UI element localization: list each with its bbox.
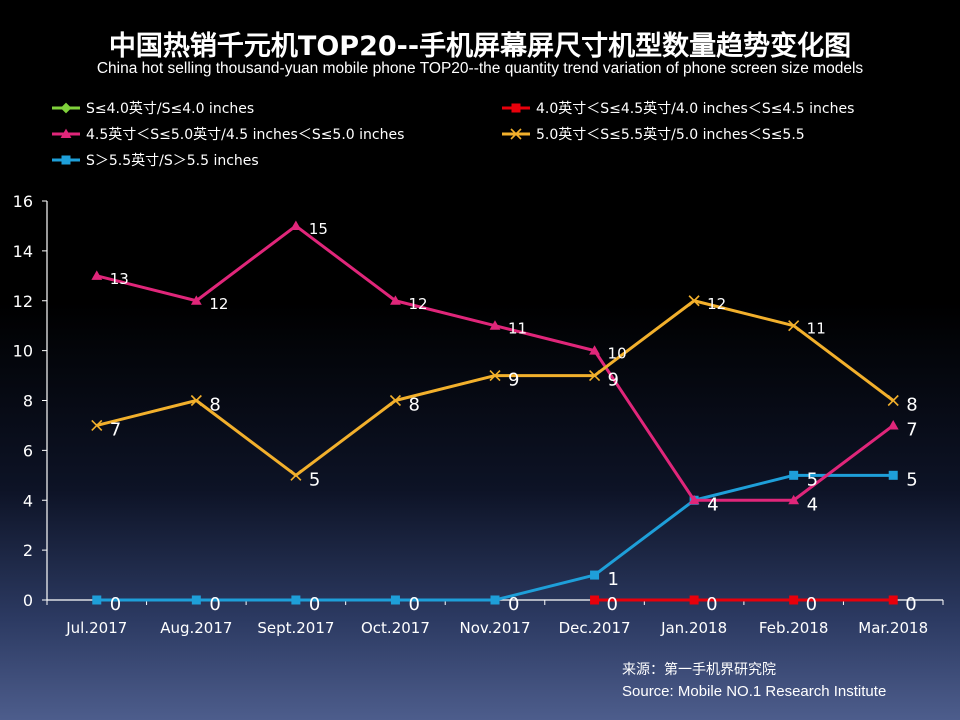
data-label: 7 <box>906 419 917 440</box>
legend-marker <box>60 102 72 114</box>
data-label: 5 <box>807 469 818 490</box>
legend-marker <box>61 155 71 165</box>
data-label: 1 <box>608 569 619 590</box>
series-4-point <box>789 470 799 480</box>
data-label: 0 <box>706 594 717 615</box>
y-tick-label: 8 <box>23 392 33 411</box>
source-note: 来源：第一手机界研究院 Source: Mobile NO.1 Research… <box>622 660 886 702</box>
legend-marker <box>510 128 522 140</box>
data-label: 0 <box>806 594 817 615</box>
x-tick-label: Mar.2018 <box>858 619 928 637</box>
data-label: 9 <box>608 370 619 391</box>
x-tick-label: Nov.2017 <box>459 619 530 637</box>
series-line-4 <box>96 473 894 602</box>
data-label: 4 <box>707 494 718 515</box>
series-3-point <box>389 394 402 407</box>
x-tick-label: Jul.2017 <box>65 619 127 637</box>
series-2-point <box>887 420 899 430</box>
legend-label: 5.0英寸＜S≤5.5英寸/5.0 inches＜S≤5.5 <box>536 126 805 143</box>
y-tick-label: 6 <box>23 441 33 460</box>
x-tick-label: Feb.2018 <box>759 619 829 637</box>
legend-label: S≤4.0英寸/S≤4.0 inches <box>86 100 254 117</box>
series-3-point <box>887 394 899 407</box>
series-1-point <box>590 595 600 605</box>
data-label: 12 <box>408 295 427 313</box>
x-tick-label: Sept.2017 <box>257 619 334 637</box>
x-tick-label: Dec.2017 <box>559 619 631 637</box>
legend-marker <box>60 128 72 139</box>
series-1-point <box>689 595 699 605</box>
data-label: 13 <box>110 270 129 288</box>
data-label: 11 <box>508 320 527 338</box>
data-label: 5 <box>906 469 917 490</box>
data-label: 0 <box>905 594 916 615</box>
x-tick-label: Aug.2017 <box>160 619 232 637</box>
series-4-point <box>590 570 600 580</box>
series-4-point <box>490 595 500 605</box>
series-3-point <box>190 394 202 407</box>
data-label: 9 <box>508 370 519 391</box>
y-tick-label: 10 <box>13 342 33 361</box>
data-label: 0 <box>209 594 220 615</box>
series-2-point <box>489 320 501 330</box>
data-label: 4 <box>807 494 818 515</box>
data-label: 8 <box>408 395 419 416</box>
series-3-point <box>788 320 800 332</box>
chart-subtitle: China hot selling thousand-yuan mobile p… <box>96 60 864 77</box>
series-4-point <box>291 595 301 605</box>
data-label: 0 <box>309 594 320 615</box>
data-label: 11 <box>807 320 826 338</box>
data-label: 12 <box>209 295 228 313</box>
legend-marker <box>511 103 521 113</box>
y-tick-label: 16 <box>13 192 33 211</box>
data-label: 0 <box>508 594 519 615</box>
series-3-point <box>91 419 103 432</box>
series-line-2 <box>96 224 895 502</box>
data-label: 4 <box>707 494 718 515</box>
x-tick-label: Jan.2018 <box>660 619 727 637</box>
series-2-point <box>390 295 401 305</box>
series-3-point <box>489 369 501 382</box>
y-tick-label: 14 <box>13 242 33 261</box>
series-2-point <box>190 295 202 305</box>
data-label: 10 <box>608 345 627 363</box>
x-tick-label: Oct.2017 <box>361 619 430 637</box>
legend-label: 4.0英寸＜S≤4.5英寸/4.0 inches＜S≤4.5 inches <box>536 100 854 117</box>
y-tick-label: 2 <box>23 541 33 560</box>
data-label: 12 <box>707 295 726 313</box>
chart-title: 中国热销千元机TOP20--手机屏幕屏尺寸机型数量趋势变化图 <box>108 31 852 62</box>
y-tick-label: 4 <box>23 491 33 510</box>
series-2-point <box>788 494 800 505</box>
data-label: 8 <box>906 395 917 416</box>
data-label: 0 <box>607 594 618 615</box>
series-3-point <box>688 295 700 307</box>
series-1-point <box>888 595 898 605</box>
data-label: 15 <box>309 220 328 238</box>
y-tick-label: 0 <box>23 591 33 610</box>
y-tick-label: 12 <box>13 292 33 311</box>
series-4-point <box>92 595 102 605</box>
series-2-point <box>91 270 103 280</box>
data-label: 7 <box>110 419 121 440</box>
data-label: 0 <box>408 594 419 615</box>
legend-label: S＞5.5英寸/S＞5.5 inches <box>86 152 259 169</box>
series-4-point <box>191 595 201 605</box>
source-cn: 来源：第一手机界研究院 <box>622 662 776 678</box>
data-label: 8 <box>209 395 220 416</box>
series-1-point <box>789 595 799 605</box>
series-4-point <box>888 470 898 480</box>
legend-label: 4.5英寸＜S≤5.0英寸/4.5 inches＜S≤5.0 inches <box>86 126 404 143</box>
series-2-point <box>688 494 700 505</box>
source-en: Source: Mobile NO.1 Research Institute <box>622 683 887 700</box>
series-2-point <box>589 345 600 355</box>
series-3-point <box>290 469 302 481</box>
series-3-point <box>588 369 601 382</box>
series-2-point <box>290 220 302 230</box>
series-4-point <box>390 595 400 605</box>
data-label: 5 <box>309 469 320 490</box>
data-label: 0 <box>110 594 121 615</box>
